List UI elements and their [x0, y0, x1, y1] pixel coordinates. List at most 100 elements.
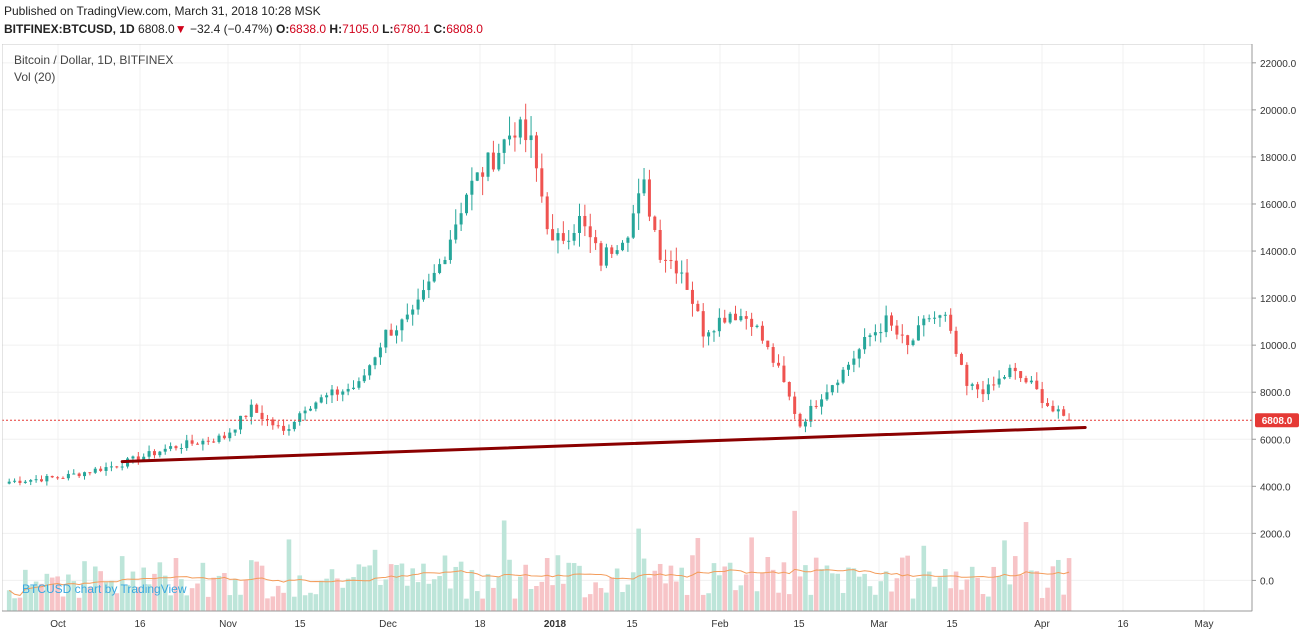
volume-bar — [523, 564, 528, 611]
volume-bar — [394, 565, 399, 611]
candle-body — [77, 473, 81, 477]
candle-body — [965, 364, 969, 386]
volume-bar — [636, 528, 641, 611]
volume-bar — [189, 588, 195, 611]
volume-legend: Vol (20) — [14, 70, 55, 84]
price-tick-label: 16000.0 — [1260, 200, 1297, 211]
volume-bar — [367, 565, 372, 611]
volume-bar — [474, 591, 480, 611]
candle-body — [943, 314, 947, 316]
candle-body — [319, 397, 323, 403]
candle-body — [997, 378, 1001, 385]
volume-bar — [1023, 522, 1029, 611]
volume-bar — [39, 583, 44, 611]
volume-bar — [66, 574, 71, 611]
candle-body — [308, 408, 312, 411]
volume-bar — [684, 594, 690, 611]
candle-body — [863, 337, 867, 350]
volume-bar — [647, 577, 652, 611]
candle-body — [373, 357, 377, 366]
candle-body — [868, 335, 872, 338]
candle-body — [680, 272, 684, 274]
candle-body — [271, 419, 275, 426]
candles[interactable] — [7, 103, 1071, 486]
candle-body — [1003, 377, 1006, 379]
volume-bar — [630, 572, 636, 611]
volume-bar — [318, 580, 324, 611]
candle-body — [99, 468, 103, 471]
volume-bar — [281, 592, 286, 611]
volume-bar — [49, 577, 55, 611]
candle-body — [610, 247, 614, 254]
volume-bar — [254, 561, 259, 611]
grid-lines — [2, 44, 1252, 611]
volume-bar — [60, 596, 66, 611]
volume-bar — [910, 598, 916, 611]
volume-bar — [6, 590, 12, 611]
open-value: 6838.0 — [289, 22, 327, 36]
volume-bar — [587, 594, 593, 611]
price-tick-label: 4000.0 — [1260, 482, 1291, 493]
candle-body — [599, 243, 603, 266]
time-axis-ticks: Oct 16 Nov 15 Dec 18 2018 15 Feb 15 Mar 15 Apr 16 May — [50, 619, 1213, 630]
candle-body — [814, 405, 818, 407]
candle-body — [755, 325, 759, 327]
price-tick-label: 18000.0 — [1260, 153, 1297, 164]
volume-bar — [1018, 575, 1023, 611]
volume-bar — [259, 565, 265, 611]
volume-bar — [141, 567, 146, 611]
volume-bar — [448, 588, 453, 611]
volume-bar — [717, 575, 722, 611]
chart-frame[interactable]: 22000.0 20000.0 18000.0 16000.0 14000.0 12000… — [1, 43, 1310, 635]
candle-body — [303, 410, 307, 414]
volume-bar — [146, 584, 152, 611]
candle-body — [228, 432, 232, 439]
volume-bar — [986, 596, 991, 611]
volume-bar — [706, 593, 711, 611]
candle-body — [782, 365, 786, 383]
candle-body — [341, 391, 345, 395]
time-axis[interactable] — [2, 611, 1252, 635]
volume-bar — [71, 581, 77, 611]
volume-bar — [824, 565, 830, 611]
volume-bar — [760, 572, 765, 611]
candle-body — [233, 429, 237, 433]
volume-bar — [943, 568, 948, 611]
price-tick-label: 12000.0 — [1260, 294, 1297, 305]
volume-bar — [867, 586, 873, 611]
price-axis[interactable] — [1252, 44, 1310, 611]
candle-body — [23, 481, 27, 483]
volume-bar — [82, 561, 87, 611]
close-label: C: — [433, 22, 447, 36]
time-tick-label: 15 — [793, 619, 805, 630]
volume-bar — [130, 571, 136, 611]
time-tick-label: Nov — [219, 619, 237, 630]
volume-bar — [738, 585, 744, 611]
candle-body — [524, 119, 528, 141]
candle-body — [723, 317, 727, 323]
volume-bar — [749, 537, 754, 611]
volume-bar — [1061, 594, 1066, 611]
volume-bar — [431, 579, 437, 611]
volume-bar — [507, 559, 512, 611]
candle-body — [949, 314, 953, 331]
volume-bar — [1034, 571, 1040, 611]
volume-bar — [87, 586, 93, 611]
watermark-link[interactable]: BTCUSD chart by TradingView — [22, 582, 187, 596]
candle-body — [551, 229, 555, 241]
volume-bar — [781, 562, 787, 611]
candle-body — [567, 240, 571, 242]
price-chart[interactable]: 22000.0 20000.0 18000.0 16000.0 14000.0 12000… — [1, 43, 1310, 635]
low-value: 6780.1 — [393, 22, 431, 36]
chart-title: Bitcoin / Dollar, 1D, BITFINEX — [14, 53, 173, 67]
candle-body — [1019, 371, 1023, 379]
volume-bar — [512, 598, 518, 611]
support-trendline[interactable] — [120, 425, 1087, 464]
candle-body — [669, 260, 673, 262]
volume-bar — [173, 558, 179, 611]
time-tick-label: 15 — [294, 619, 306, 630]
volume-bar — [528, 588, 534, 611]
volume-bar — [830, 573, 835, 611]
candle-body — [1013, 367, 1017, 372]
candle-body — [793, 396, 797, 414]
